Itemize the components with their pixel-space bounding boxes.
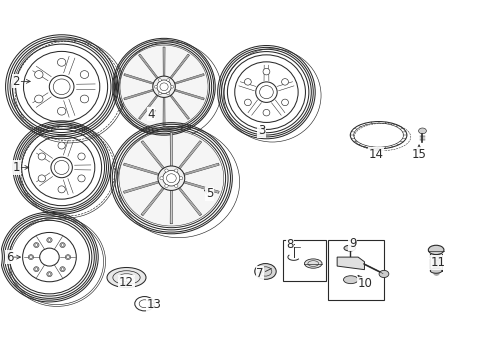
Polygon shape [170, 132, 172, 167]
Ellipse shape [34, 243, 39, 248]
Ellipse shape [78, 175, 85, 182]
Ellipse shape [35, 268, 38, 270]
Ellipse shape [166, 79, 169, 81]
Ellipse shape [47, 272, 52, 276]
Ellipse shape [263, 68, 269, 75]
Text: 10: 10 [357, 278, 372, 291]
Ellipse shape [119, 130, 224, 226]
Polygon shape [170, 189, 172, 224]
Ellipse shape [58, 186, 65, 193]
Ellipse shape [343, 276, 357, 284]
Ellipse shape [48, 273, 51, 275]
Polygon shape [173, 89, 204, 100]
Ellipse shape [170, 85, 173, 88]
Ellipse shape [38, 175, 45, 182]
Ellipse shape [263, 109, 269, 116]
Ellipse shape [35, 95, 43, 103]
Ellipse shape [152, 76, 175, 98]
Ellipse shape [244, 99, 251, 105]
Polygon shape [177, 141, 201, 170]
Ellipse shape [61, 244, 64, 246]
Bar [328, 240, 384, 300]
Ellipse shape [254, 264, 276, 279]
Text: 13: 13 [146, 298, 162, 311]
Ellipse shape [154, 85, 157, 88]
Text: 9: 9 [348, 237, 356, 250]
Ellipse shape [343, 245, 355, 251]
Polygon shape [138, 94, 159, 120]
Polygon shape [141, 141, 164, 170]
Polygon shape [173, 73, 204, 85]
Text: 2: 2 [13, 75, 20, 88]
Ellipse shape [429, 268, 441, 273]
Ellipse shape [418, 128, 426, 134]
Polygon shape [123, 73, 154, 85]
Ellipse shape [80, 71, 88, 78]
Text: 1: 1 [13, 161, 20, 174]
Ellipse shape [158, 166, 184, 190]
Ellipse shape [179, 177, 183, 180]
Ellipse shape [166, 92, 169, 95]
Ellipse shape [174, 169, 178, 172]
Ellipse shape [66, 256, 69, 258]
Ellipse shape [34, 267, 39, 271]
Polygon shape [163, 47, 165, 77]
Text: 6: 6 [6, 251, 13, 264]
Ellipse shape [163, 170, 180, 186]
Ellipse shape [378, 270, 388, 278]
Ellipse shape [164, 169, 168, 172]
Ellipse shape [29, 256, 32, 258]
Text: 14: 14 [368, 148, 383, 161]
Ellipse shape [78, 153, 85, 160]
Ellipse shape [57, 107, 66, 115]
Polygon shape [163, 96, 165, 126]
Polygon shape [182, 181, 219, 193]
Ellipse shape [158, 92, 161, 95]
Ellipse shape [65, 255, 71, 260]
Ellipse shape [60, 243, 65, 248]
Ellipse shape [427, 245, 443, 255]
Ellipse shape [28, 255, 34, 260]
Ellipse shape [48, 239, 51, 242]
Polygon shape [138, 54, 159, 80]
Ellipse shape [304, 259, 322, 268]
Ellipse shape [57, 58, 66, 66]
Polygon shape [182, 163, 219, 176]
Polygon shape [141, 186, 164, 216]
Text: 5: 5 [205, 187, 213, 200]
Ellipse shape [120, 45, 208, 129]
Ellipse shape [60, 267, 65, 271]
Polygon shape [169, 94, 189, 120]
Bar [282, 240, 326, 281]
Ellipse shape [281, 99, 288, 105]
Text: 7: 7 [256, 267, 264, 280]
Ellipse shape [38, 153, 45, 160]
Ellipse shape [47, 238, 52, 243]
Text: 12: 12 [119, 276, 134, 289]
Text: 3: 3 [257, 124, 264, 138]
Ellipse shape [35, 71, 43, 78]
Text: 8: 8 [285, 238, 293, 251]
Text: 4: 4 [147, 108, 154, 121]
Ellipse shape [58, 142, 65, 149]
Ellipse shape [157, 80, 171, 94]
Ellipse shape [164, 184, 168, 188]
Ellipse shape [244, 78, 251, 85]
Ellipse shape [158, 79, 161, 81]
Ellipse shape [61, 268, 64, 270]
Ellipse shape [160, 177, 163, 180]
Polygon shape [123, 89, 154, 100]
Text: 15: 15 [411, 148, 426, 161]
Polygon shape [336, 257, 364, 270]
Polygon shape [177, 186, 201, 216]
Ellipse shape [35, 244, 38, 246]
Ellipse shape [107, 267, 146, 288]
Ellipse shape [281, 78, 288, 85]
Ellipse shape [174, 184, 178, 188]
Polygon shape [123, 181, 160, 193]
Text: 11: 11 [430, 256, 445, 269]
Ellipse shape [80, 95, 88, 103]
Polygon shape [169, 54, 189, 80]
Polygon shape [123, 163, 160, 176]
